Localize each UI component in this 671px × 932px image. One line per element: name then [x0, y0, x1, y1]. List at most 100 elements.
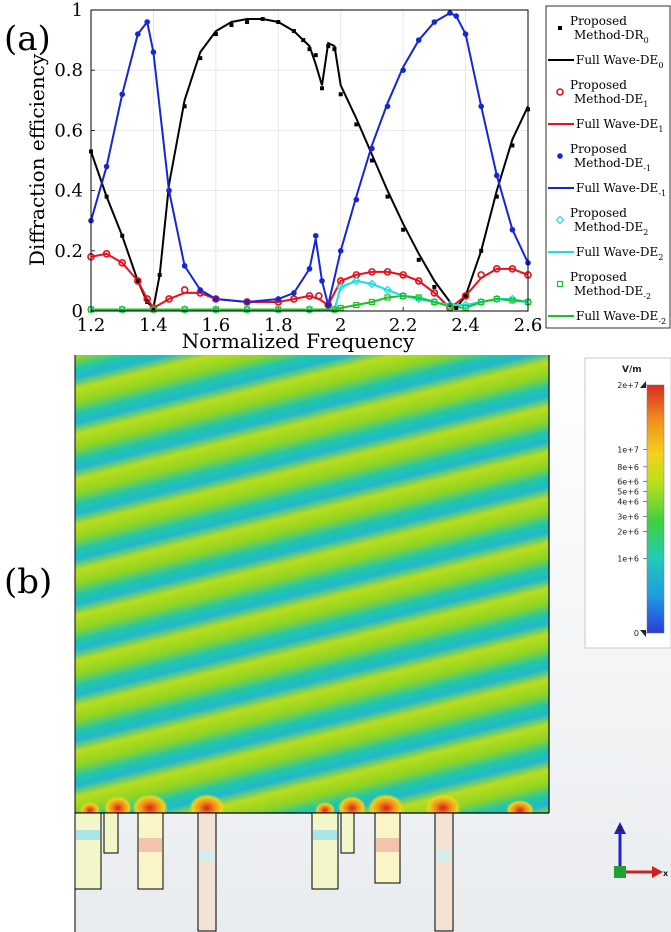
series-line	[91, 294, 529, 311]
data-point	[243, 306, 251, 313]
data-point	[416, 257, 421, 262]
data-point	[431, 19, 438, 25]
data-point	[384, 294, 391, 301]
legend-label-index: -1	[643, 164, 651, 173]
legend-label-sub: Method-DE2	[574, 220, 648, 237]
data-point	[157, 272, 162, 277]
y-tick-labels: 0 0.2 0.4 0.6 0.8 1	[54, 0, 83, 322]
data-point	[462, 31, 469, 37]
data-point	[118, 259, 127, 267]
colorbar-tick-label: 8e+6	[617, 463, 639, 472]
data-point	[150, 49, 157, 55]
y-tick-label: 1	[72, 0, 83, 21]
legend-label-sub-text: Method-DE	[574, 156, 643, 170]
slot	[103, 812, 119, 854]
legend-label-main: Proposed	[570, 14, 627, 28]
legend-label-sub: Method-DE-1	[574, 156, 651, 173]
y-tick-label: 0	[72, 301, 83, 322]
chart-series	[86, 10, 533, 314]
colorbar-tick-label: 5e+6	[617, 488, 639, 497]
data-point	[150, 306, 157, 313]
data-point	[354, 122, 359, 127]
legend-label-index: -1	[658, 189, 666, 198]
series-8	[87, 292, 532, 313]
data-point	[463, 293, 468, 298]
data-point	[312, 232, 319, 239]
x-tick-label: 1.4	[139, 315, 168, 336]
legend-label-main: Full Wave-DE	[576, 53, 658, 67]
legend-label-main: Full Wave-DE	[576, 181, 658, 195]
legend-label: Full Wave-DE-1	[576, 181, 666, 198]
slot	[74, 812, 102, 890]
legend-label-index: 2	[658, 253, 663, 262]
field-map	[75, 355, 549, 813]
legend-label-sub: Method-DE1	[574, 92, 648, 109]
legend-label-main: Proposed	[570, 206, 627, 220]
data-point	[508, 265, 517, 273]
data-point	[198, 56, 203, 61]
panel-b-label: (b)	[4, 562, 52, 602]
data-point	[102, 250, 111, 258]
data-point	[492, 265, 501, 273]
data-point	[415, 37, 422, 43]
data-point	[477, 271, 485, 279]
legend-label-main: Full Wave-DE	[576, 245, 658, 259]
colorbar-tick-label: 2e+7	[617, 381, 639, 390]
data-point	[319, 278, 325, 284]
data-point	[166, 187, 172, 194]
x-tick-label: 1.8	[264, 315, 293, 336]
data-point	[338, 92, 343, 97]
data-point	[324, 301, 333, 309]
colorbar-tick-label: 3e+6	[617, 512, 639, 521]
grating-slots	[74, 812, 454, 932]
panel-a-label: (a)	[4, 19, 51, 59]
legend-swatch-marker	[556, 280, 564, 288]
data-point	[245, 20, 250, 25]
series-9	[91, 294, 529, 311]
data-point	[143, 295, 151, 303]
legend-label-index: 1	[643, 100, 648, 109]
series-4	[88, 10, 531, 308]
data-point	[104, 194, 109, 199]
data-point	[493, 172, 500, 179]
data-point	[383, 268, 392, 276]
data-point	[213, 296, 219, 302]
data-point	[384, 103, 391, 110]
series-line	[90, 11, 529, 306]
plot-frame	[90, 9, 529, 312]
colorbar-tick-label: 0	[634, 629, 639, 638]
data-point	[243, 298, 251, 306]
field-simulation: V/m 2e+7 1e+7 8e+6 6e+65e+64e+6 3e+6 2e+6 1e+6…	[74, 355, 671, 932]
data-point	[180, 286, 189, 294]
data-point	[509, 297, 516, 304]
data-point	[120, 233, 125, 238]
colorbar-tick-label: 6e+6	[617, 478, 639, 487]
data-point	[369, 145, 375, 152]
data-point	[275, 296, 282, 302]
axis-triad: z x	[614, 822, 669, 878]
x-tick-label: 2.6	[514, 315, 543, 336]
data-point	[213, 32, 218, 37]
data-point	[478, 298, 485, 306]
x-tick-label: 1.2	[77, 315, 106, 336]
data-point	[315, 292, 323, 300]
data-point	[103, 163, 110, 170]
data-point	[291, 290, 297, 296]
hotspots	[80, 794, 534, 813]
legend-label-index: 1	[658, 125, 663, 134]
data-point	[399, 271, 407, 279]
colorbar-tick-label: 4e+6	[617, 498, 639, 507]
colorbar-tick-label: 2e+6	[617, 527, 639, 536]
data-point	[415, 294, 422, 301]
data-point	[151, 305, 156, 310]
legend-label: Full Wave-DE-2	[576, 309, 666, 326]
data-point	[181, 263, 188, 269]
data-point	[197, 287, 204, 293]
data-point	[290, 295, 298, 303]
data-point	[291, 29, 296, 34]
diffraction-chart: 1.2 1.4 1.6 1.8 2 2.2 2.4 2.6 0 0.2 0.4 0.6 0.8 1 No…	[25, 0, 542, 353]
slot	[311, 812, 339, 890]
x-tick-label: 2.2	[389, 315, 418, 336]
x-axis-title: Normalized Frequency	[182, 329, 415, 353]
